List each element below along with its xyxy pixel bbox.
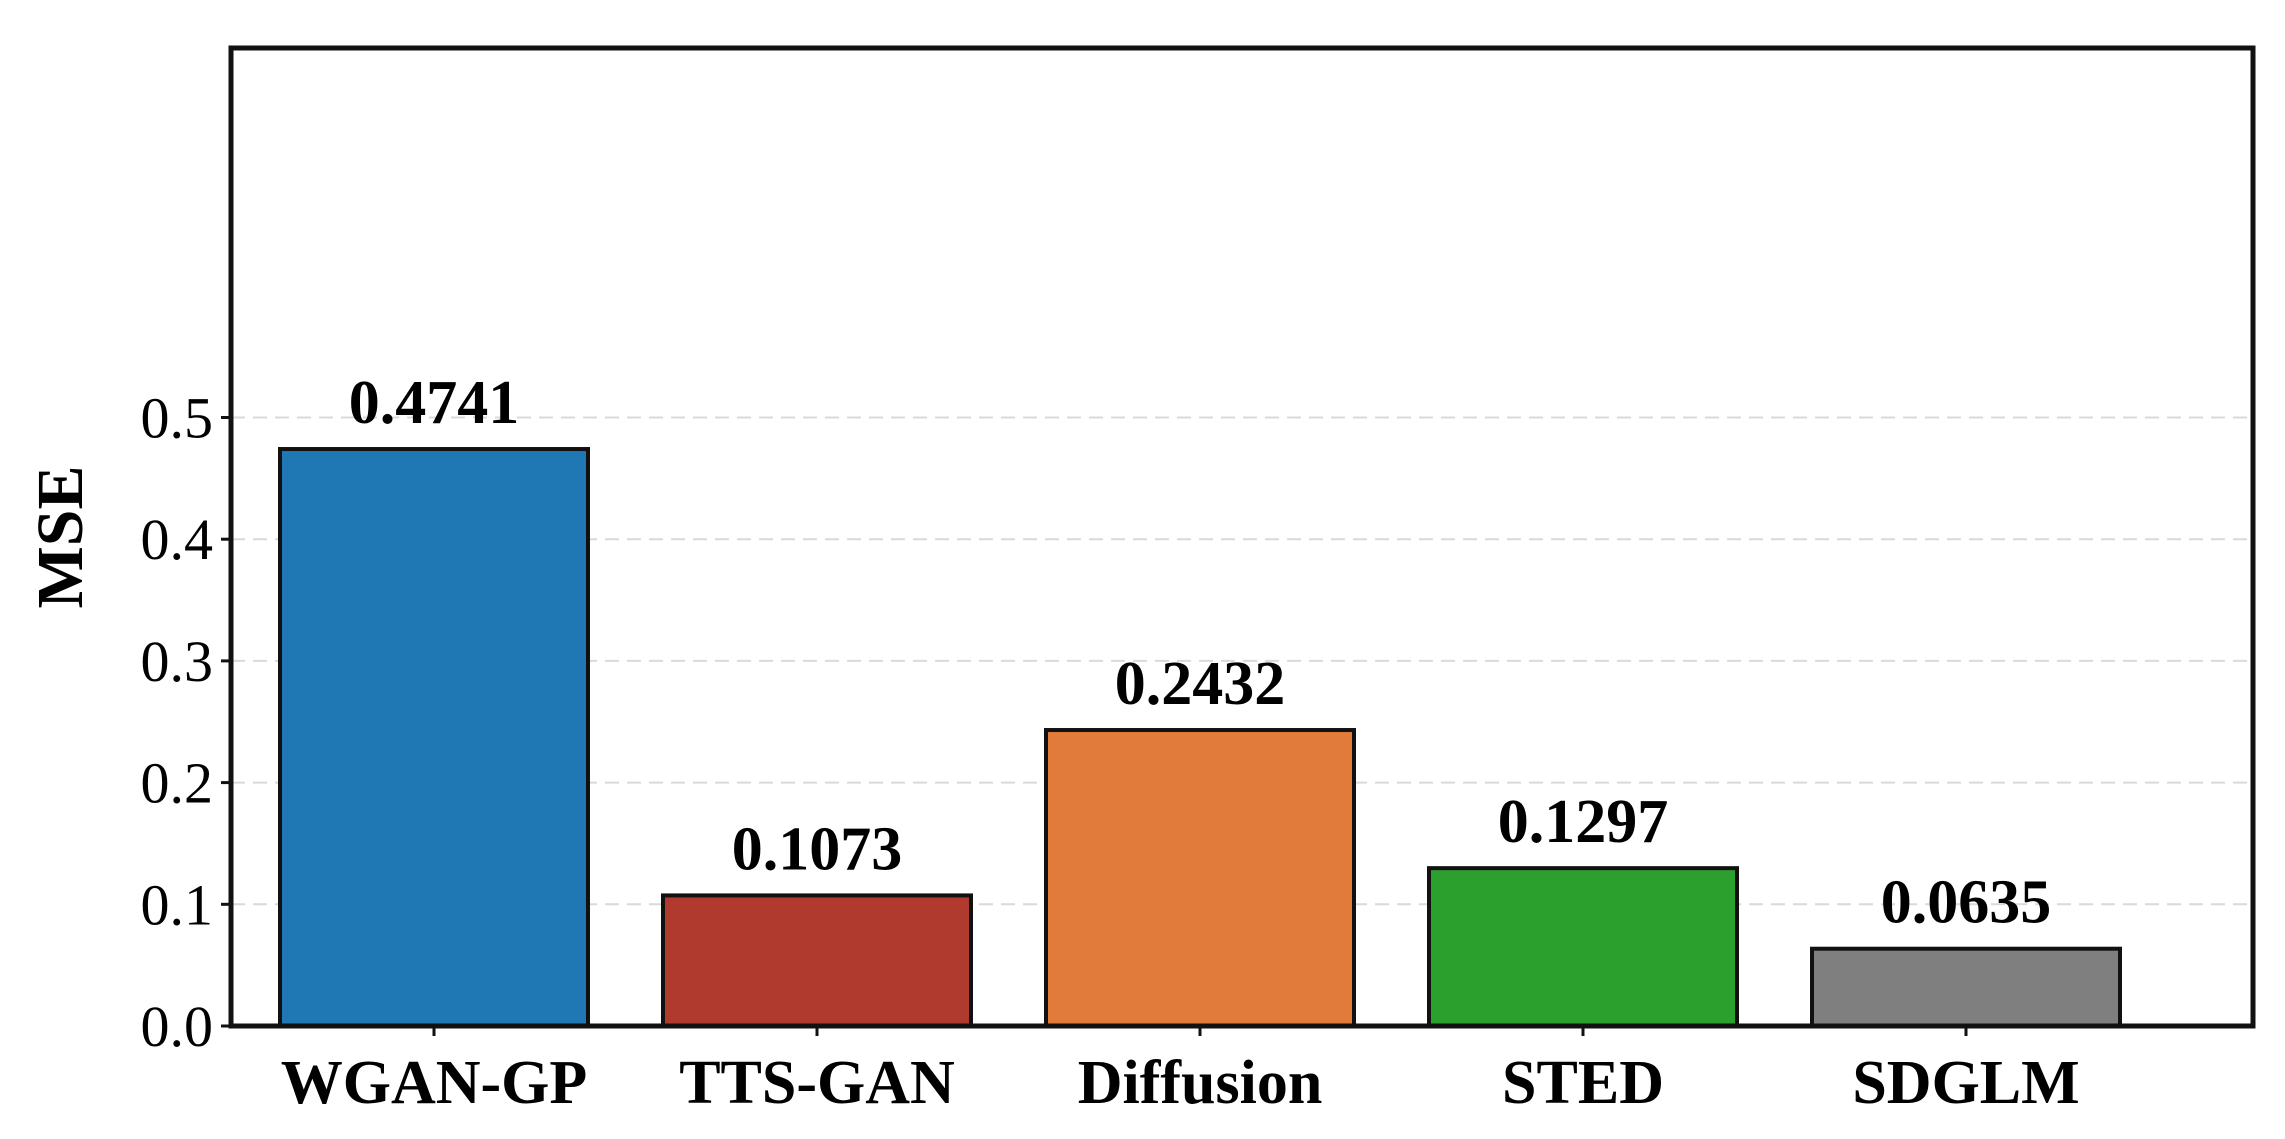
bar-sted[interactable] — [1427, 866, 1739, 1028]
bar-sdglm[interactable] — [1810, 946, 2122, 1029]
y-axis-ticks: 0.0 0.1 0.2 0.3 0.4 0.5 — [141, 386, 231, 1059]
value-label: 0.1073 — [732, 815, 903, 883]
value-label: 0.2432 — [1115, 650, 1286, 718]
y-tick-label: 0.3 — [141, 629, 214, 694]
value-label: 0.1297 — [1498, 788, 1669, 856]
x-tick-label: SDGLM — [1852, 1049, 2079, 1117]
y-tick-label: 0.5 — [141, 386, 214, 451]
x-axis-ticks: WGAN-GP TTS-GAN Diffusion STED SDGLM — [281, 1026, 2080, 1117]
x-tick-label: TTS-GAN — [679, 1049, 955, 1117]
x-tick-label: WGAN-GP — [281, 1049, 588, 1117]
y-tick-label: 0.4 — [141, 507, 214, 572]
bar-wgan-gp[interactable] — [278, 447, 590, 1028]
y-tick-label: 0.2 — [141, 751, 214, 816]
y-axis-title: MSE — [24, 465, 97, 608]
bar-tts-gan[interactable] — [661, 893, 973, 1028]
y-tick-label: 0.1 — [141, 872, 214, 937]
value-label: 0.0635 — [1881, 869, 2052, 937]
bar-diffusion[interactable] — [1044, 728, 1356, 1028]
y-tick-label: 0.0 — [141, 994, 214, 1059]
value-label: 0.4741 — [349, 369, 520, 437]
value-labels: 0.4741 0.1073 0.2432 0.1297 0.0635 — [349, 369, 2052, 937]
x-tick-label: Diffusion — [1078, 1049, 1323, 1117]
x-tick-label: STED — [1502, 1049, 1664, 1117]
plot-frame — [228, 45, 2256, 1029]
bars — [278, 447, 2122, 1029]
